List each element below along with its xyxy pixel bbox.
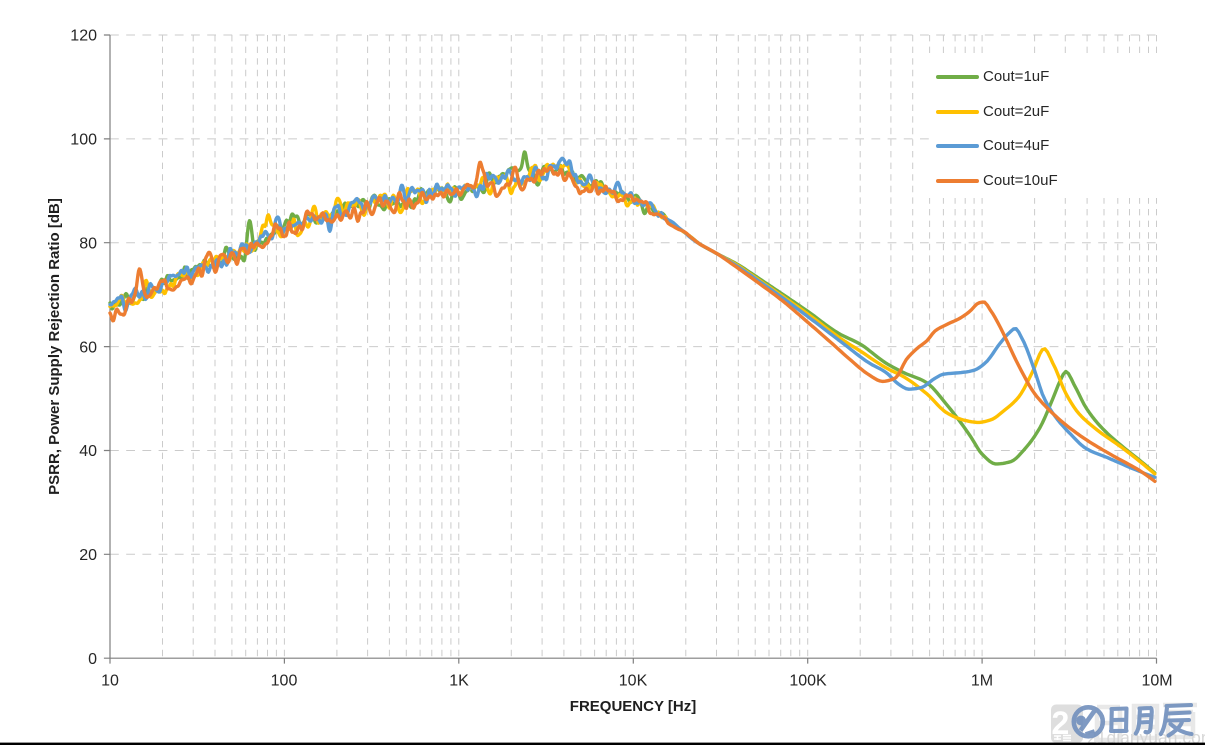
svg-text:20: 20	[79, 547, 97, 564]
svg-text:40: 40	[79, 443, 97, 460]
svg-text:1M: 1M	[971, 672, 993, 689]
svg-text:10K: 10K	[619, 672, 648, 689]
svg-text:10M: 10M	[1141, 672, 1172, 689]
svg-text:80: 80	[79, 235, 97, 252]
svg-text:10: 10	[101, 672, 119, 689]
svg-text:2: 2	[1052, 705, 1070, 741]
svg-text:100K: 100K	[789, 672, 827, 689]
svg-text:100: 100	[271, 672, 298, 689]
svg-text:Cout=4uF: Cout=4uF	[983, 137, 1049, 154]
svg-text:120: 120	[70, 28, 97, 45]
svg-text:100: 100	[70, 132, 97, 149]
svg-text:PSRR, Power Supply Rejection R: PSRR, Power Supply Rejection Ratio [dB]	[46, 198, 63, 495]
svg-text:60: 60	[79, 339, 97, 356]
svg-text:Cout=10uF: Cout=10uF	[983, 172, 1058, 189]
svg-text:0: 0	[88, 651, 97, 668]
svg-text:Cout=2uF: Cout=2uF	[983, 103, 1049, 120]
svg-text:1K: 1K	[449, 672, 469, 689]
svg-text:Cout=1uF: Cout=1uF	[983, 68, 1049, 85]
svg-text:FREQUENCY [Hz]: FREQUENCY [Hz]	[570, 698, 696, 715]
